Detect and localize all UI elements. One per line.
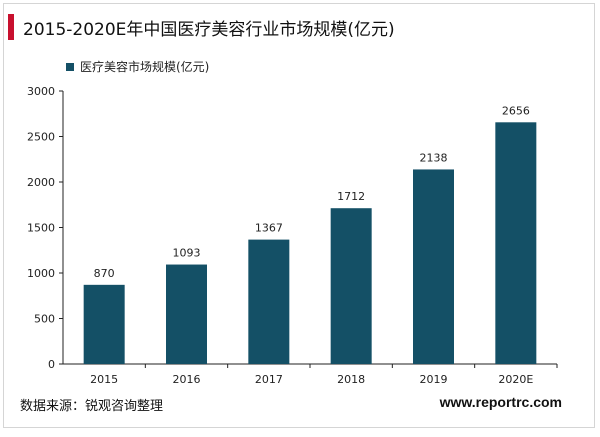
bar-2016 (166, 264, 207, 364)
y-tick-label: 1000 (27, 267, 55, 280)
title-accent-bar (8, 14, 14, 40)
bar-2020E (495, 122, 537, 364)
y-tick-label: 2500 (27, 131, 55, 144)
data-label: 2656 (502, 104, 530, 117)
y-tick-label: 1500 (27, 222, 55, 235)
data-label: 870 (94, 267, 115, 280)
data-source: 数据来源：锐观咨询整理 (20, 399, 164, 414)
y-tick-label: 0 (48, 358, 55, 371)
data-label: 1367 (255, 222, 283, 235)
data-label: 1712 (337, 190, 365, 203)
bar-2018 (330, 208, 372, 364)
y-tick-label: 3000 (27, 85, 55, 98)
bar-2015 (83, 284, 125, 364)
x-tick-label: 2020E (498, 373, 533, 386)
x-tick-label: 2019 (420, 373, 448, 386)
x-tick-label: 2016 (173, 373, 201, 386)
data-label: 1093 (173, 247, 201, 260)
legend-label: 医疗美容市场规模(亿元) (80, 60, 210, 74)
y-tick-label: 2000 (27, 176, 55, 189)
chart-legend: 医疗美容市场规模(亿元) (66, 58, 209, 75)
bar-2017 (248, 239, 290, 364)
source-url: www.reportrc.com (439, 394, 562, 410)
legend-swatch (66, 62, 74, 71)
bar-2019 (413, 169, 454, 364)
title-bar: 2015-2020E年中国医疗美容行业市场规模(亿元) (8, 14, 395, 40)
y-tick-label: 500 (34, 313, 55, 326)
x-tick-label: 2017 (255, 373, 283, 386)
data-label: 2138 (420, 151, 448, 164)
page-title: 2015-2020E年中国医疗美容行业市场规模(亿元) (23, 19, 395, 40)
x-tick-label: 2018 (337, 373, 365, 386)
x-tick-label: 2015 (90, 373, 118, 386)
